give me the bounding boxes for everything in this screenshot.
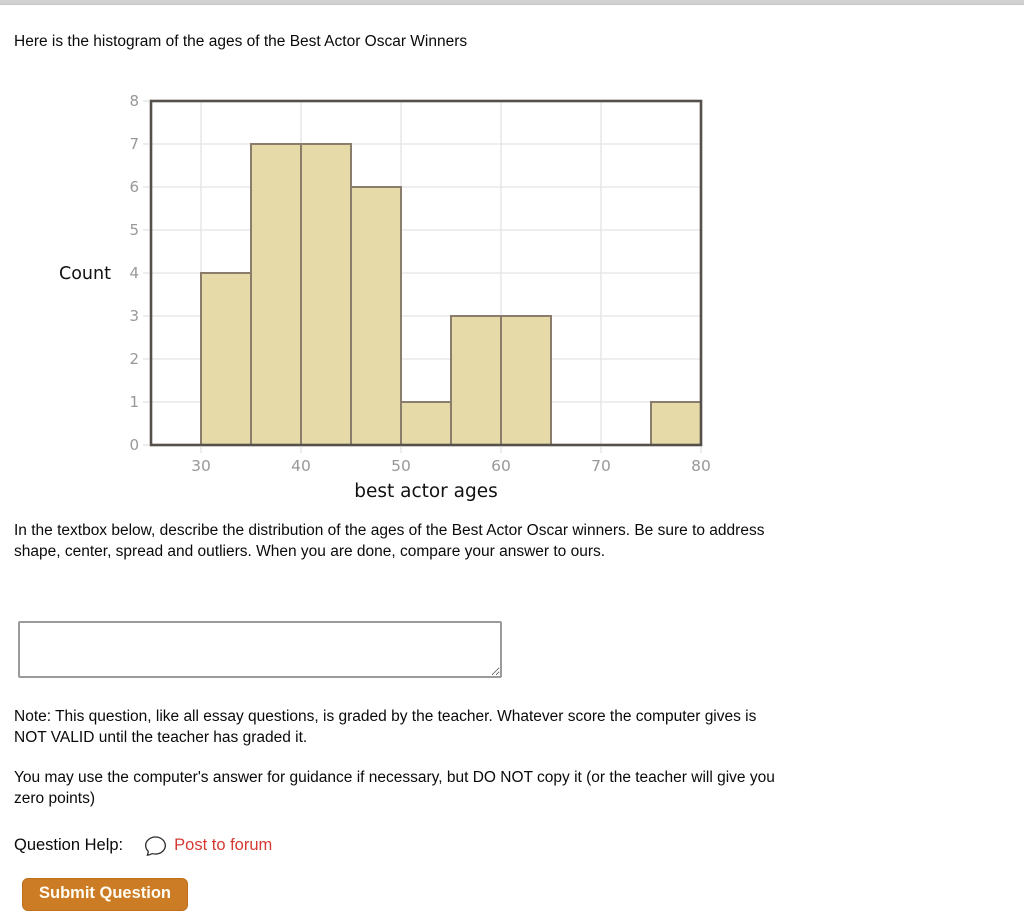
svg-text:Count: Count (59, 264, 111, 284)
svg-text:6: 6 (129, 178, 139, 196)
svg-text:7: 7 (129, 135, 139, 153)
svg-text:3: 3 (129, 307, 139, 325)
speech-bubble-icon (145, 836, 167, 856)
svg-text:60: 60 (491, 457, 511, 475)
svg-text:80: 80 (691, 457, 711, 475)
grading-note: Note: This question, like all essay ques… (14, 708, 757, 746)
svg-text:best actor ages: best actor ages (354, 481, 498, 502)
question-help-label: Question Help: (14, 836, 124, 854)
post-to-forum-label: Post to forum (174, 836, 273, 854)
svg-text:8: 8 (129, 92, 139, 110)
question-prompt: In the textbox below, describe the distr… (14, 522, 765, 560)
answer-textarea[interactable] (18, 621, 502, 678)
page-title: Here is the histogram of the ages of the… (14, 33, 468, 50)
svg-text:70: 70 (591, 457, 611, 475)
svg-text:1: 1 (129, 393, 139, 411)
post-to-forum-link[interactable]: Post to forum (145, 835, 272, 856)
svg-text:0: 0 (129, 436, 139, 454)
submit-question-button[interactable]: Submit Question (22, 878, 188, 911)
guidance-note: You may use the computer's answer for gu… (14, 769, 775, 807)
question-page: Here is the histogram of the ages of the… (0, 33, 1024, 911)
question-help-row: Question Help: Post to forum (14, 835, 1024, 856)
svg-text:30: 30 (191, 457, 211, 475)
ages-histogram-chart: 0 1 2 3 4 5 6 7 8 30 40 50 60 70 80 Count best actor age… (40, 91, 720, 506)
svg-text:4: 4 (129, 264, 139, 282)
svg-text:40: 40 (291, 457, 311, 475)
top-divider (0, 0, 1024, 5)
svg-text:50: 50 (391, 457, 411, 475)
histogram-svg: 0 1 2 3 4 5 6 7 8 30 40 50 60 70 80 Count best actor age… (59, 92, 711, 502)
svg-text:5: 5 (129, 221, 139, 239)
svg-text:2: 2 (129, 350, 139, 368)
